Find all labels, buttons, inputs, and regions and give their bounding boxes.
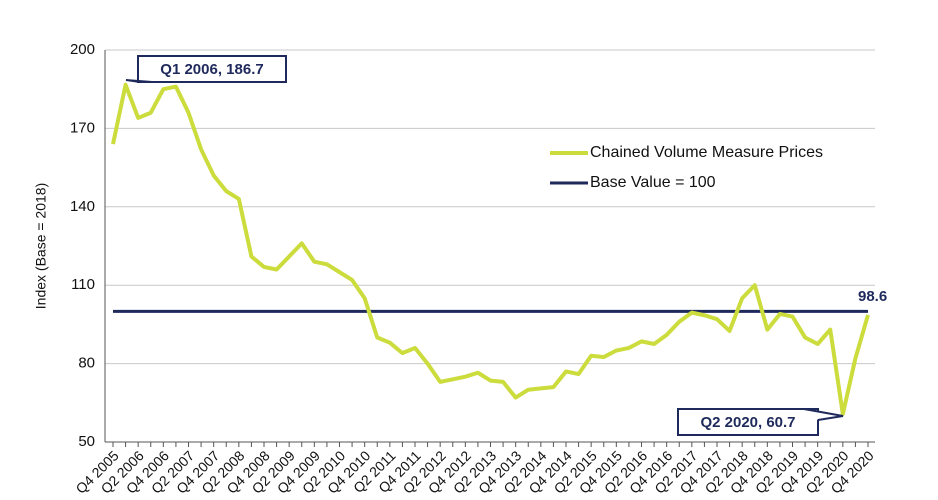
y-tick-label: 110 <box>71 276 95 293</box>
y-axis-label: Index (Base = 2018) <box>33 183 49 309</box>
annotation-pointer <box>803 408 844 421</box>
y-tick-label: 200 <box>70 41 95 58</box>
y-tick-label: 80 <box>78 355 95 372</box>
annotation-box <box>677 408 819 436</box>
annotation: Q2 2020, 60.7 <box>700 414 795 431</box>
annotation-pointer <box>125 79 153 83</box>
legend-label: Base Value = 100 <box>590 174 716 191</box>
y-tick-label: 140 <box>70 198 95 215</box>
annotation: Q1 2006, 186.7 <box>160 61 263 78</box>
y-tick-label: 170 <box>70 119 95 136</box>
annotation-box <box>137 55 287 83</box>
data-label: 98.6 <box>858 288 887 305</box>
series-line <box>111 82 870 417</box>
y-tick-label: 50 <box>78 433 95 450</box>
legend-label: Chained Volume Measure Prices <box>590 144 823 161</box>
